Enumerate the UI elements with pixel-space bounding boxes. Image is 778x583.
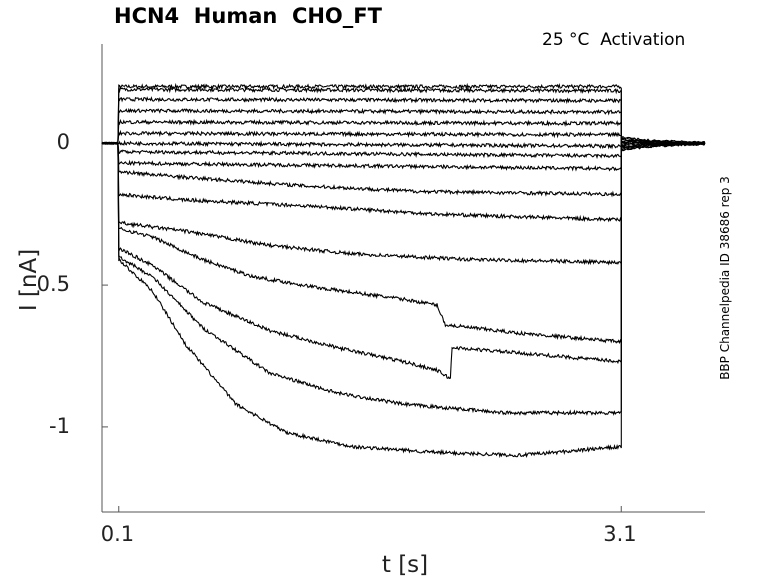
x-tick-label: 3.1 — [603, 522, 637, 546]
x-tick-label: 0.1 — [100, 522, 135, 546]
current-trace — [101, 139, 706, 150]
current-trace — [101, 140, 706, 198]
y-tick-label: -0.5 — [29, 272, 70, 297]
current-trace — [101, 137, 706, 417]
current-trace — [101, 129, 706, 147]
y-tick-label: -1 — [49, 413, 70, 438]
current-trace — [101, 139, 706, 223]
current-trace — [101, 141, 706, 172]
chart-title: HCN4 Human CHO_FT — [114, 4, 382, 28]
current-trace — [101, 138, 706, 345]
current-trace — [101, 139, 706, 266]
current-trace — [101, 86, 706, 152]
current-trace — [101, 135, 706, 459]
current-trace — [101, 96, 706, 150]
current-trace — [101, 118, 706, 148]
current-trace — [101, 140, 706, 160]
condition-annotation: 25 °C Activation — [542, 30, 686, 50]
current-trace — [101, 137, 706, 380]
current-trace — [101, 82, 706, 152]
current-trace — [101, 107, 706, 149]
y-tick-label: 0 — [56, 130, 70, 155]
x-axis-label: t [s] — [381, 552, 429, 578]
